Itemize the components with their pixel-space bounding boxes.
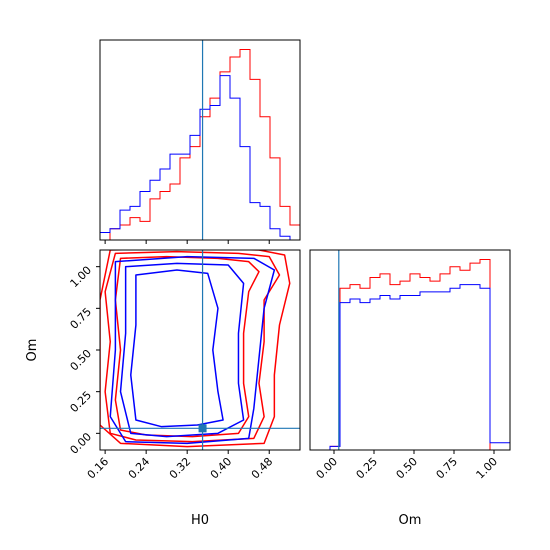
hist-om-frame — [309, 249, 511, 451]
contour-red-level-1 — [104, 250, 281, 443]
x-axis-label-h0: H0 — [191, 513, 209, 528]
x-axis-label-om: Om — [399, 513, 422, 528]
histogram-h0-panel — [99, 39, 301, 244]
hist-h0-series-blue — [99, 75, 300, 241]
contour-blue-level-0 — [130, 269, 224, 428]
contour-red-level-2 — [100, 250, 291, 448]
y-axis-label-om: Om — [25, 339, 40, 362]
contour-lines — [100, 250, 291, 448]
histogram-om-panel: 0.00 0.25 0.50 0.75 1.00 — [309, 249, 511, 481]
contour-blue-level-2 — [109, 255, 276, 445]
hist-h0-frame — [99, 39, 301, 241]
contour-blue-level-1 — [119, 262, 245, 438]
contour-red-level-0 — [114, 255, 260, 438]
truth-marker — [198, 424, 207, 433]
hist-om-series-red — [310, 259, 510, 451]
hist-om-series-blue — [310, 284, 511, 451]
